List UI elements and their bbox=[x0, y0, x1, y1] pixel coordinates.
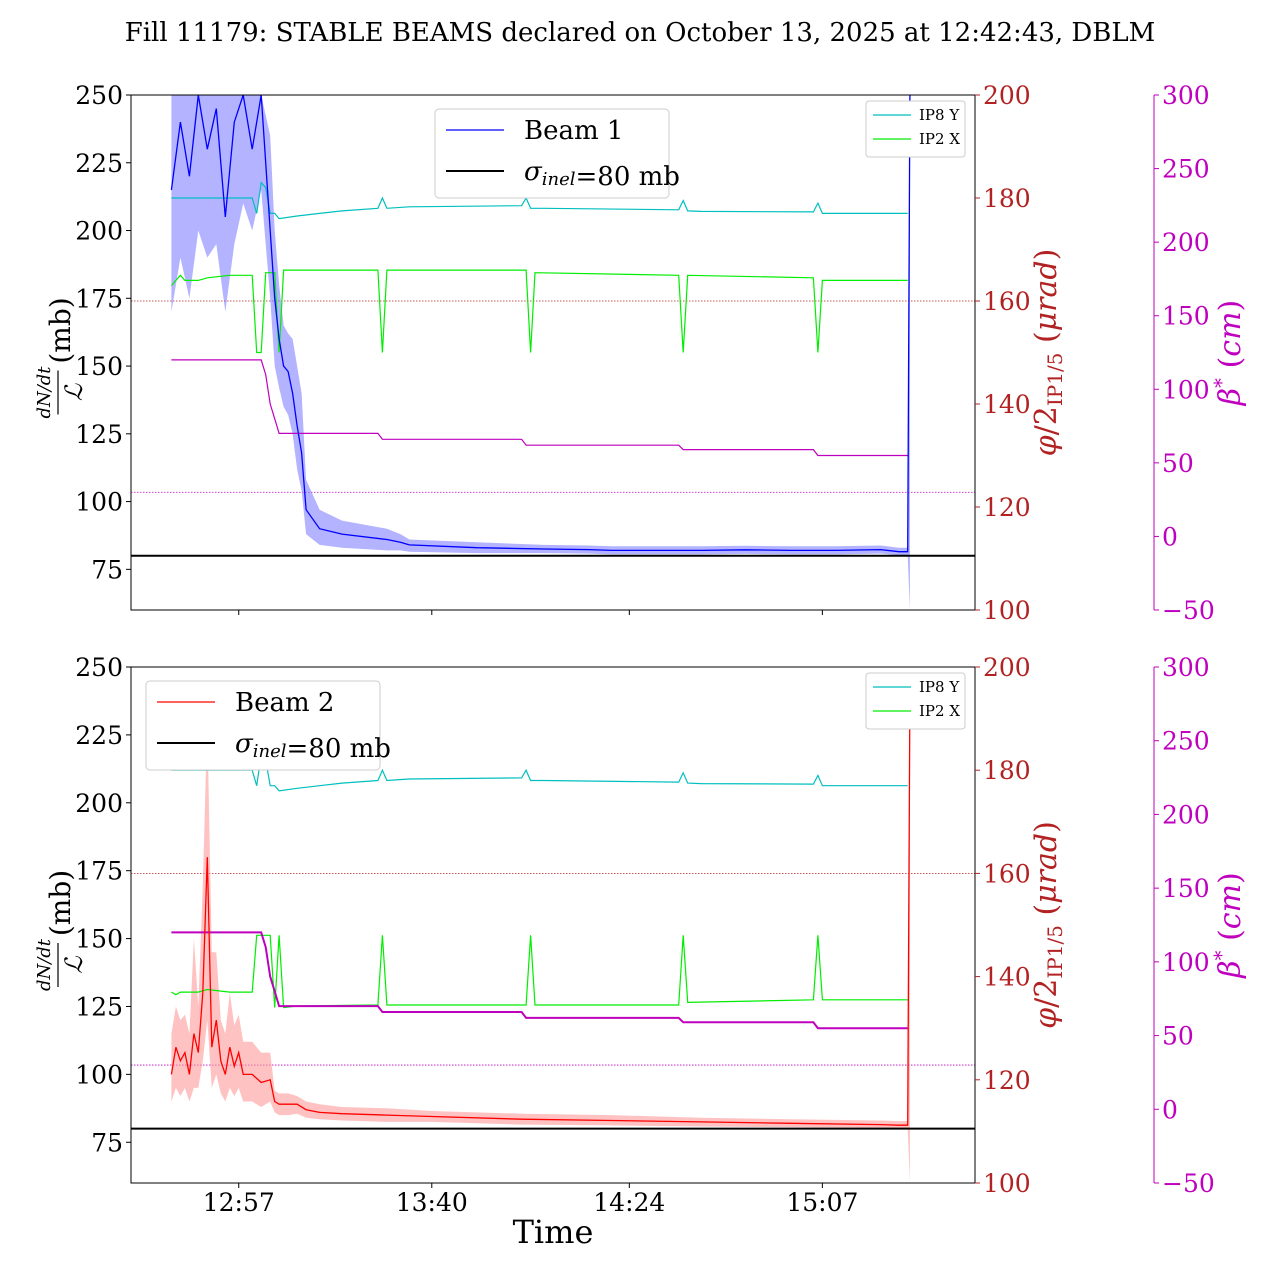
y-left-tick-label: 175 bbox=[75, 284, 123, 313]
legend-sigma-label: σinel=80 mb bbox=[524, 157, 680, 192]
y-right1-tick-label: 160 bbox=[983, 859, 1031, 888]
plot-area bbox=[131, 95, 975, 610]
y-left-tick-label: 200 bbox=[75, 217, 123, 246]
y-right1-label-text: φ/2IP1/5 (μrad) bbox=[1029, 821, 1067, 1029]
y-right1-tick-label: 140 bbox=[983, 390, 1031, 419]
y-left-axis-label: dN/dt ℒ (mb) bbox=[34, 297, 88, 418]
y-right2-tick-label: 50 bbox=[1162, 1022, 1194, 1051]
y-right2-tick-label: −50 bbox=[1162, 596, 1215, 625]
ip2-x-series-line bbox=[170, 269, 908, 354]
y-left-label-unit: (mb) bbox=[44, 870, 77, 936]
y-right2-tick-label: 50 bbox=[1162, 449, 1194, 478]
y-right2-tick-label: 0 bbox=[1162, 522, 1178, 551]
y-left-tick-label: 100 bbox=[75, 1060, 123, 1089]
y-right1-tick-label: 120 bbox=[983, 1066, 1031, 1095]
main-legend-box bbox=[434, 108, 670, 199]
legend-ip2-label: IP2 X bbox=[919, 130, 960, 148]
axes-frame bbox=[130, 666, 976, 1184]
y-right2-tick-label: 250 bbox=[1162, 155, 1210, 184]
y-right1-axis-label: φ/2IP1/5 (μrad) bbox=[1029, 821, 1067, 1029]
series-legend: IP8 Y IP2 X bbox=[865, 672, 966, 730]
y-left-tick-label: 150 bbox=[75, 925, 123, 954]
legend-beam-label: Beam 2 bbox=[235, 688, 334, 718]
beam-uncertainty-band bbox=[171, 95, 910, 610]
x-tick-label: 13:40 bbox=[396, 1188, 468, 1217]
y-right2-tick-label: 0 bbox=[1162, 1095, 1178, 1124]
legend-ip8-label: IP8 Y bbox=[919, 106, 960, 124]
y-right1-tick-label: 140 bbox=[983, 963, 1031, 992]
beam-series-line bbox=[170, 95, 911, 553]
y-right2-tick-label: −50 bbox=[1162, 1169, 1215, 1198]
y-left-tick-label: 75 bbox=[91, 555, 123, 584]
panel-bottom: 75 100 125 150 175 200 225 250 100 120 140 160 180 20… bbox=[34, 653, 1248, 1217]
main-legend-box bbox=[145, 680, 381, 771]
y-right2-axis-label: β* (cm) bbox=[1209, 872, 1248, 979]
y-right1-tick-label: 100 bbox=[983, 596, 1031, 625]
beta-star-series-line bbox=[171, 359, 908, 457]
y-right2-tick-label: 300 bbox=[1162, 653, 1210, 682]
beam-series-line bbox=[170, 694, 911, 1126]
ip2-x-series-line bbox=[171, 934, 908, 1009]
y-right2-tick-label: 300 bbox=[1162, 81, 1210, 110]
axes-frame bbox=[130, 94, 976, 611]
main-legend: Beam 2 σinel=80 mb bbox=[145, 680, 391, 771]
y-right1-label-text: φ/2IP1/5 (μrad) bbox=[1029, 249, 1067, 457]
legend-sigma-label: σinel=80 mb bbox=[235, 729, 391, 764]
y-right2-axis-label: β* (cm) bbox=[1209, 300, 1248, 407]
y-right2-tick-label: 100 bbox=[1162, 375, 1210, 404]
y-left-label-denominator: ℒ bbox=[60, 383, 88, 401]
y-left-label-numerator: dN/dt bbox=[34, 366, 55, 419]
y-right1-tick-label: 100 bbox=[983, 1169, 1031, 1198]
x-axis-label: Time bbox=[513, 1213, 594, 1251]
beta-star-series-line bbox=[171, 931, 908, 1030]
x-tick-label: 14:24 bbox=[593, 1188, 665, 1217]
y-right1-tick-label: 120 bbox=[983, 493, 1031, 522]
y-left-tick-label: 250 bbox=[75, 653, 123, 682]
plot-area bbox=[131, 667, 975, 1183]
y-right2-label-text: β* (cm) bbox=[1209, 872, 1248, 979]
series-legend: IP8 Y IP2 X bbox=[865, 100, 966, 158]
y-left-tick-label: 175 bbox=[75, 857, 123, 886]
figure-title: Fill 11179: STABLE BEAMS declared on Oct… bbox=[124, 18, 1156, 48]
y-left-label-unit: (mb) bbox=[44, 297, 77, 363]
y-right2-tick-label: 100 bbox=[1162, 948, 1210, 977]
legend-ip8-label: IP8 Y bbox=[919, 678, 960, 696]
y-right1-tick-label: 200 bbox=[983, 653, 1031, 682]
y-right1-tick-label: 180 bbox=[983, 756, 1031, 785]
y-right1-tick-label: 180 bbox=[983, 184, 1031, 213]
y-right2-tick-label: 200 bbox=[1162, 800, 1210, 829]
x-tick-label: 12:57 bbox=[203, 1188, 275, 1217]
y-right2-tick-label: 150 bbox=[1162, 302, 1210, 331]
y-left-tick-label: 150 bbox=[75, 352, 123, 381]
y-left-tick-label: 225 bbox=[75, 149, 123, 178]
y-left-axis-label: dN/dt ℒ (mb) bbox=[34, 870, 88, 991]
ip8-y-series-line bbox=[171, 753, 908, 792]
y-left-tick-label: 225 bbox=[75, 721, 123, 750]
x-tick-label: 15:07 bbox=[786, 1188, 858, 1217]
y-left-label-numerator: dN/dt bbox=[34, 938, 55, 991]
y-right1-tick-label: 160 bbox=[983, 287, 1031, 316]
y-right2-label-text: β* (cm) bbox=[1209, 300, 1248, 407]
y-right1-axis-label: φ/2IP1/5 (μrad) bbox=[1029, 249, 1067, 457]
legend-ip2-label: IP2 X bbox=[919, 702, 960, 720]
legend-beam-label: Beam 1 bbox=[524, 116, 623, 146]
y-left-tick-label: 200 bbox=[75, 789, 123, 818]
main-legend: Beam 1 σinel=80 mb bbox=[434, 108, 680, 199]
y-left-tick-label: 125 bbox=[75, 992, 123, 1021]
y-left-tick-label: 125 bbox=[75, 420, 123, 449]
y-right1-tick-label: 200 bbox=[983, 81, 1031, 110]
panel-top: 75 100 125 150 175 200 225 250 100 120 140 160 180 20… bbox=[34, 81, 1248, 625]
y-right2-tick-label: 150 bbox=[1162, 874, 1210, 903]
y-left-label-denominator: ℒ bbox=[60, 956, 88, 974]
y-left-tick-label: 100 bbox=[75, 488, 123, 517]
y-left-tick-label: 250 bbox=[75, 81, 123, 110]
y-right2-tick-label: 250 bbox=[1162, 727, 1210, 756]
y-left-tick-label: 75 bbox=[91, 1128, 123, 1157]
y-right2-tick-label: 200 bbox=[1162, 228, 1210, 257]
